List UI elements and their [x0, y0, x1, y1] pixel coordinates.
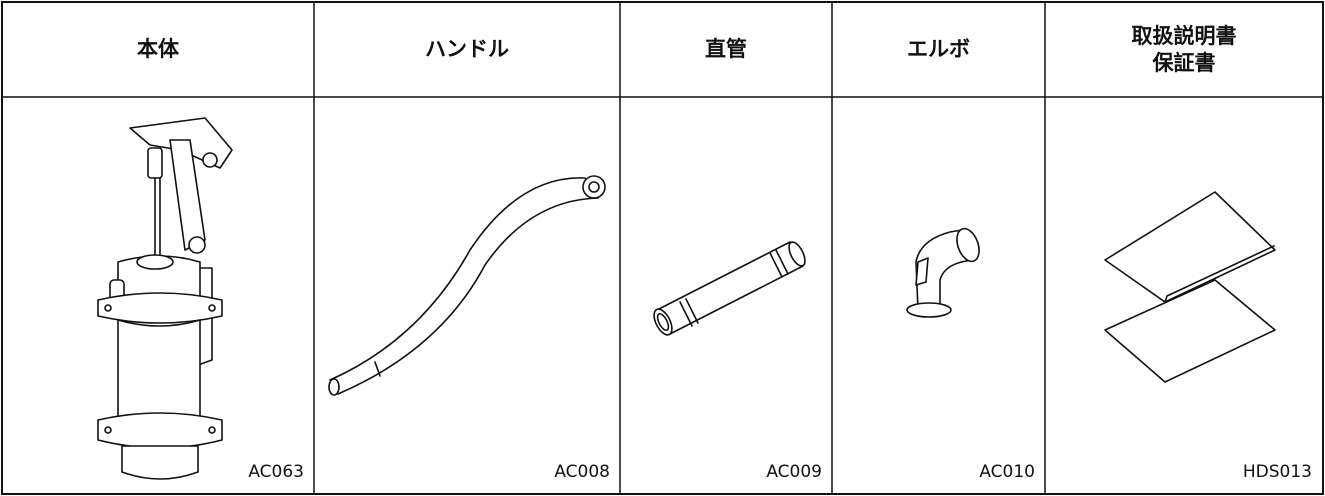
documents-illustration	[1104, 191, 1276, 383]
column-header: 取扱説明書 保証書	[1045, 2, 1323, 97]
column-header: エルボ	[832, 2, 1045, 97]
header-text: 本体	[137, 37, 179, 61]
header-text: エルボ	[907, 37, 970, 61]
column-header: ハンドル	[314, 2, 620, 97]
handle-illustration	[328, 175, 606, 396]
part-code: AC009	[766, 462, 822, 482]
part-code: AC008	[554, 462, 610, 482]
pump-illustration	[97, 117, 233, 480]
header-text: 取扱説明書	[1131, 23, 1237, 48]
part-code: HDS013	[1242, 462, 1312, 482]
elbow-illustration	[906, 227, 980, 318]
pipe-illustration	[653, 241, 806, 336]
column-header: 直管	[620, 2, 832, 97]
header-text: ハンドル	[425, 37, 509, 61]
header-text: 保証書	[1152, 50, 1216, 75]
part-code: AC010	[979, 462, 1035, 482]
column-header: 本体	[2, 2, 314, 97]
header-text: 直管	[705, 37, 747, 61]
part-code: AC063	[248, 462, 304, 482]
